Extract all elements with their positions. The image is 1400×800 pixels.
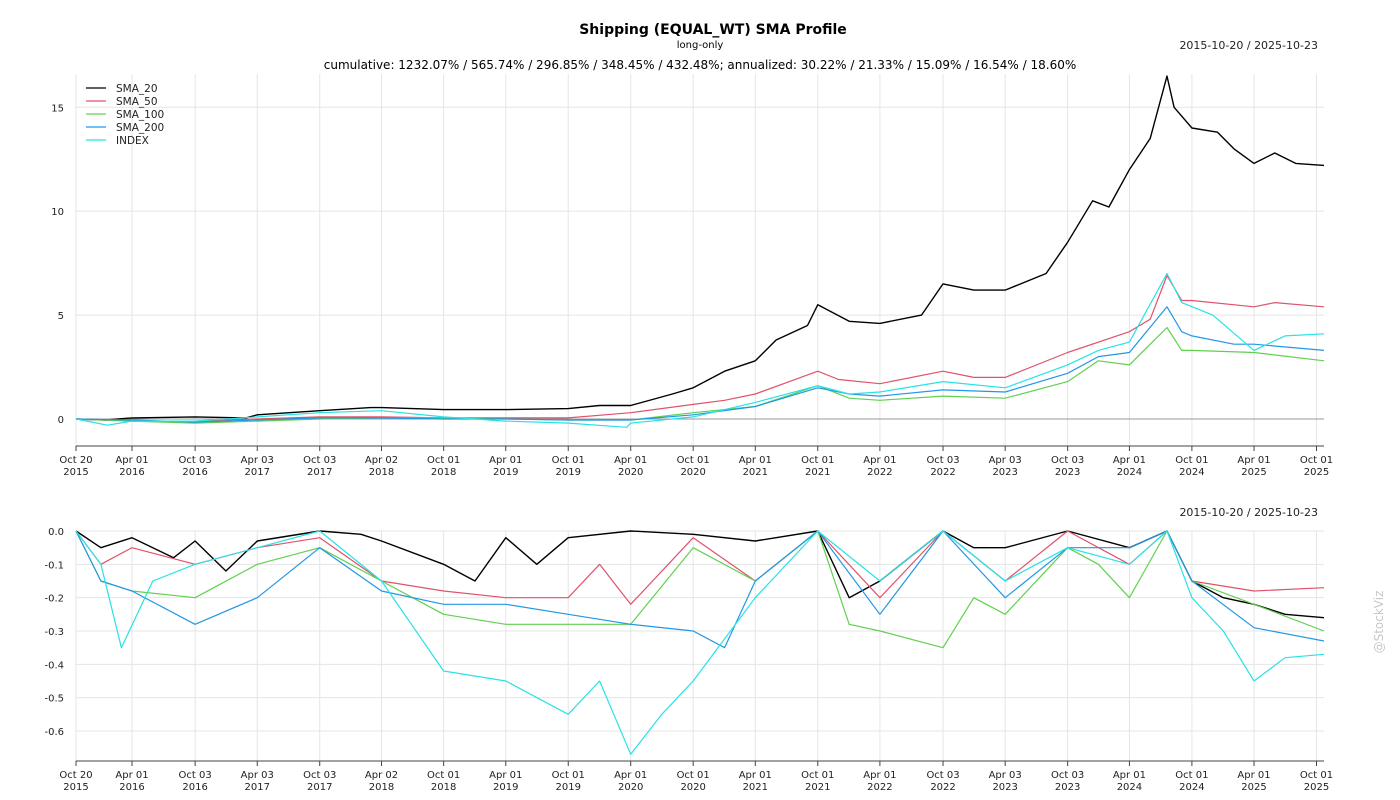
y-tick-label: 0.0 xyxy=(48,527,64,538)
y-tick-label: -0.4 xyxy=(44,660,64,671)
x-tick-label: Apr 01 2020 xyxy=(614,455,647,478)
legend-label: SMA_100 xyxy=(116,109,164,121)
x-tick-label: Apr 01 2020 xyxy=(614,770,647,793)
x-tick-label: Oct 03 2017 xyxy=(303,770,336,793)
x-tick-label: Oct 01 2018 xyxy=(427,455,460,478)
cumulative-returns-panel: Oct 20 2015 Apr 01 2016 Oct 03 2016 Apr 03 2017… xyxy=(51,74,1333,478)
legend-label: SMA_50 xyxy=(116,96,158,108)
legend-label: INDEX xyxy=(116,135,149,147)
chart-title: Shipping (EQUAL_WT) SMA Profile xyxy=(579,22,847,38)
y-tick-label: 15 xyxy=(51,103,64,114)
series-line-sma-200 xyxy=(75,530,1325,649)
legend-label: SMA_200 xyxy=(116,122,164,134)
x-tick-label: Apr 01 2025 xyxy=(1237,770,1270,793)
series-line-sma-100 xyxy=(75,530,1325,649)
performance-summary: cumulative: 1232.07% / 565.74% / 296.85%… xyxy=(324,58,1077,72)
chart-subtitle: long-only xyxy=(677,40,724,51)
x-tick-label: Oct 03 2016 xyxy=(179,455,212,478)
x-tick-label: Apr 01 2019 xyxy=(489,770,522,793)
y-tick-label: -0.3 xyxy=(44,627,64,638)
y-tick-label: 10 xyxy=(51,207,64,218)
watermark: @StockViz xyxy=(1372,591,1386,654)
legend-label: SMA_20 xyxy=(116,83,158,95)
x-tick-label: Oct 01 2025 xyxy=(1300,770,1333,793)
x-tick-label: Apr 01 2022 xyxy=(863,455,896,478)
y-tick-label: -0.5 xyxy=(44,694,64,705)
date-range-top: 2015-10-20 / 2025-10-23 xyxy=(1179,39,1318,52)
x-tick-label: Apr 01 2024 xyxy=(1113,455,1146,478)
series-line-index xyxy=(75,272,1325,428)
x-tick-label: Oct 01 2024 xyxy=(1175,770,1208,793)
x-tick-label: Oct 01 2020 xyxy=(677,770,710,793)
x-tick-label: Apr 03 2017 xyxy=(241,455,274,478)
x-tick-label: Apr 01 2019 xyxy=(489,455,522,478)
x-tick-label: Oct 03 2023 xyxy=(1051,455,1084,478)
x-tick-label: Oct 01 2018 xyxy=(427,770,460,793)
x-tick-label: Oct 03 2023 xyxy=(1051,770,1084,793)
x-tick-label: Apr 01 2016 xyxy=(115,455,148,478)
x-tick-label: Oct 03 2017 xyxy=(303,455,336,478)
x-tick-label: Oct 01 2021 xyxy=(801,770,834,793)
series-line-index xyxy=(75,530,1325,755)
x-tick-label: Apr 02 2018 xyxy=(365,770,398,793)
x-tick-label: Apr 02 2018 xyxy=(365,455,398,478)
series-line-sma-50 xyxy=(75,275,1325,422)
y-tick-label: 5 xyxy=(58,311,64,322)
y-tick-label: -0.2 xyxy=(44,594,64,605)
drawdown-panel: Oct 20 2015 Apr 01 2016 Oct 03 2016 Apr 03 2017… xyxy=(44,527,1333,793)
x-tick-label: Apr 01 2016 xyxy=(115,770,148,793)
x-tick-label: Oct 01 2019 xyxy=(552,770,585,793)
x-tick-label: Oct 03 2016 xyxy=(179,770,212,793)
x-tick-label: Oct 01 2020 xyxy=(677,455,710,478)
x-tick-label: Oct 20 2015 xyxy=(59,770,92,793)
x-tick-label: Oct 03 2022 xyxy=(926,770,959,793)
x-tick-label: Oct 20 2015 xyxy=(59,455,92,478)
series-line-sma-20 xyxy=(75,75,1325,421)
x-tick-label: Oct 01 2019 xyxy=(552,455,585,478)
x-tick-label: Oct 03 2022 xyxy=(926,455,959,478)
series-line-sma-200 xyxy=(75,306,1325,423)
y-tick-label: -0.1 xyxy=(44,560,64,571)
date-range-bottom: 2015-10-20 / 2025-10-23 xyxy=(1179,506,1318,519)
y-tick-label: 0 xyxy=(58,415,64,426)
x-tick-label: Oct 01 2021 xyxy=(801,455,834,478)
x-tick-label: Apr 03 2023 xyxy=(989,455,1022,478)
series-line-sma-100 xyxy=(75,326,1325,424)
x-tick-label: Apr 01 2022 xyxy=(863,770,896,793)
x-tick-label: Apr 03 2017 xyxy=(241,770,274,793)
x-tick-label: Oct 01 2024 xyxy=(1175,455,1208,478)
x-tick-label: Apr 01 2021 xyxy=(739,455,772,478)
x-tick-label: Apr 01 2024 xyxy=(1113,770,1146,793)
x-tick-label: Apr 01 2025 xyxy=(1237,455,1270,478)
x-tick-label: Apr 03 2023 xyxy=(989,770,1022,793)
y-tick-label: -0.6 xyxy=(44,727,64,738)
x-tick-label: Apr 01 2021 xyxy=(739,770,772,793)
x-tick-label: Oct 01 2025 xyxy=(1300,455,1333,478)
